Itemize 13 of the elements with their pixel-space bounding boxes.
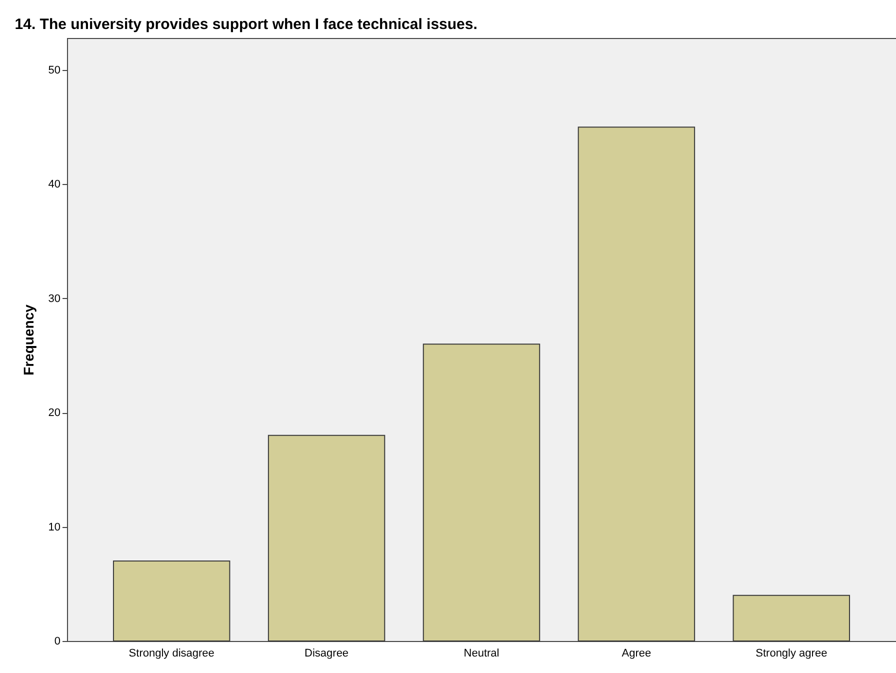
y-axis-title: Frequency (20, 304, 36, 376)
y-tick-label: 30 (48, 292, 60, 305)
y-tick-label: 0 (54, 636, 60, 648)
x-tick-label: Strongly agree (756, 648, 828, 660)
y-tick-label: 50 (48, 64, 60, 76)
y-tick-label: 10 (48, 521, 60, 534)
x-tick-label: Agree (622, 648, 652, 660)
x-tick-label: Neutral (464, 648, 500, 660)
chart-title: 14. The university provides support when I face technical issues. (14, 16, 478, 33)
x-tick-label: Strongly disagree (128, 648, 214, 660)
x-tick-label: Disagree (304, 648, 349, 660)
y-tick-label: 40 (48, 178, 60, 191)
y-tick-label: 20 (48, 407, 60, 420)
